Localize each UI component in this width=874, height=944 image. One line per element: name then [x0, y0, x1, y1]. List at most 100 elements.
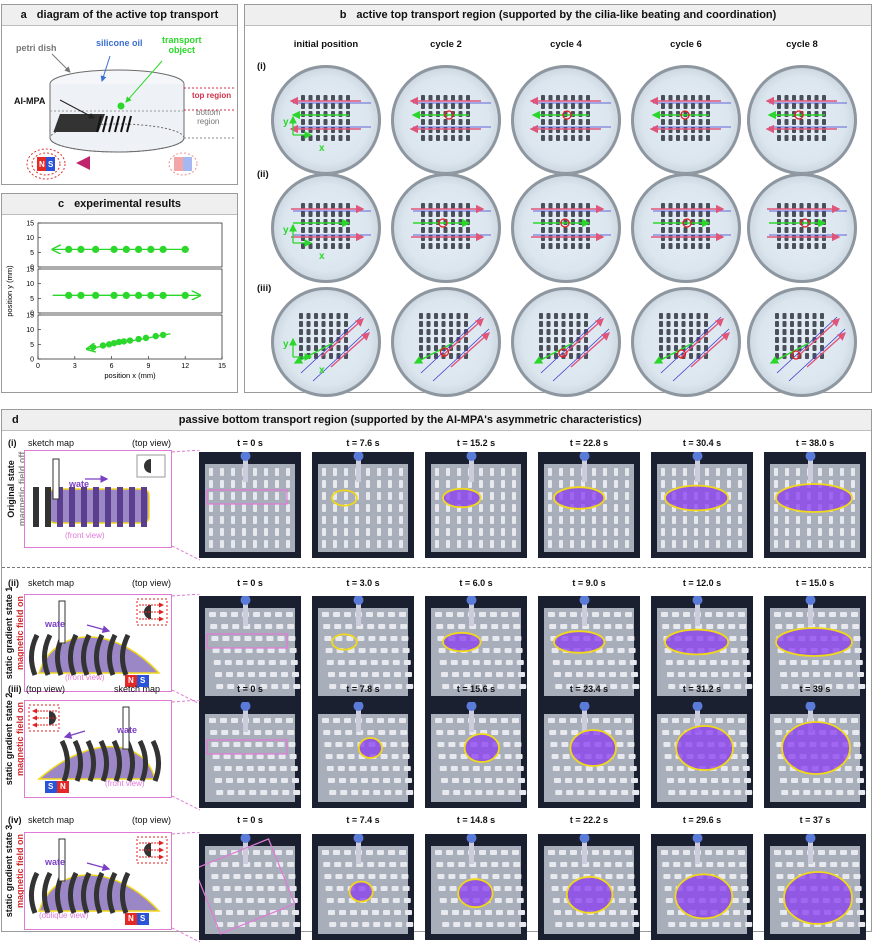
pillar — [578, 243, 583, 249]
micropillar — [226, 778, 233, 783]
micropillar — [479, 468, 483, 476]
micropillar — [514, 874, 522, 879]
micropillar — [738, 540, 742, 548]
micropillar — [322, 612, 329, 617]
pillar — [814, 135, 819, 141]
pillar — [331, 103, 335, 109]
micropillar — [231, 504, 235, 512]
droplet-outline — [569, 729, 617, 767]
pillar — [822, 211, 826, 217]
pillar-sketch — [68, 871, 79, 914]
micropillar — [625, 492, 629, 500]
pillar — [548, 95, 553, 101]
droplet-outline — [664, 484, 730, 512]
micropillar — [491, 624, 499, 629]
micropillar — [548, 516, 552, 524]
data-point — [122, 291, 130, 299]
pillar — [316, 211, 320, 217]
micropillar — [829, 540, 833, 548]
micropillar — [576, 778, 583, 783]
pillar — [578, 119, 583, 125]
micropillar — [852, 862, 860, 867]
pillar — [321, 337, 326, 343]
micropillar — [774, 528, 778, 536]
time-lapse-photo — [538, 452, 640, 558]
micropillar — [661, 540, 665, 548]
pillar — [443, 127, 448, 133]
micropillar — [614, 516, 618, 524]
pillar — [301, 227, 305, 233]
micropillar — [266, 874, 274, 879]
pillar — [338, 211, 343, 217]
micropillar — [560, 730, 568, 735]
time-lapse-photo — [651, 702, 753, 808]
micropillar — [351, 684, 359, 689]
micropillar — [491, 730, 499, 735]
micropillar — [678, 778, 685, 783]
pillar — [323, 135, 328, 141]
object-marker — [682, 218, 692, 228]
micropillar — [372, 910, 379, 915]
micropillar — [394, 672, 401, 677]
pillar — [777, 111, 781, 117]
panel-c: c experimental results 0 5 10 15 0 5 10 15 0 5 10 15… — [1, 193, 238, 393]
photo-drawing — [431, 452, 521, 552]
pillar — [586, 127, 590, 133]
pillar — [346, 135, 350, 141]
micropillar — [257, 660, 265, 665]
micropillar — [576, 672, 583, 677]
pillar-sketch — [45, 487, 51, 527]
pillar — [578, 211, 583, 217]
pillar — [683, 95, 688, 101]
micropillar — [344, 718, 351, 723]
pillar — [456, 345, 461, 351]
micropillar — [717, 862, 725, 867]
pillar — [561, 313, 566, 319]
guide-line — [312, 328, 370, 382]
pillar — [316, 203, 320, 209]
pillar — [790, 313, 794, 319]
micropillar — [361, 778, 368, 783]
pipette — [356, 452, 361, 482]
pillar — [546, 321, 551, 327]
micropillar — [504, 754, 512, 759]
pillar — [548, 111, 553, 117]
pillar — [676, 127, 680, 133]
time-label: t = 22.2 s — [569, 815, 609, 825]
micropillar — [496, 778, 503, 783]
micropillar — [344, 492, 348, 500]
pillar — [541, 95, 545, 101]
micropillar — [727, 480, 731, 488]
pillar — [419, 345, 423, 351]
micropillar — [778, 660, 786, 665]
view-label: (oblique view) — [39, 911, 89, 920]
micropillar — [383, 672, 390, 677]
guide-line — [660, 316, 722, 374]
micropillar — [729, 636, 737, 641]
micropillar — [224, 898, 232, 903]
pillar — [814, 235, 819, 241]
micropillar — [344, 612, 351, 617]
micropillar — [840, 468, 844, 476]
micropillar — [457, 540, 461, 548]
pillar-sketch — [94, 871, 105, 914]
pillar — [323, 95, 328, 101]
connector — [172, 832, 201, 943]
micropillar — [729, 874, 737, 879]
pillar — [792, 95, 796, 101]
pillar — [586, 235, 590, 241]
micropillar — [830, 624, 838, 629]
pillar — [578, 111, 583, 117]
micropillar — [559, 612, 566, 617]
micropillar — [373, 790, 381, 795]
micropillar — [745, 922, 753, 927]
micropillar — [260, 684, 268, 689]
photo-drawing — [770, 452, 860, 552]
water-droplet — [554, 631, 605, 653]
droplet-outline — [775, 483, 853, 513]
pipette — [469, 834, 474, 864]
micropillar — [738, 480, 742, 488]
pillar — [308, 119, 313, 125]
pillar — [428, 111, 433, 117]
pillar — [691, 211, 695, 217]
